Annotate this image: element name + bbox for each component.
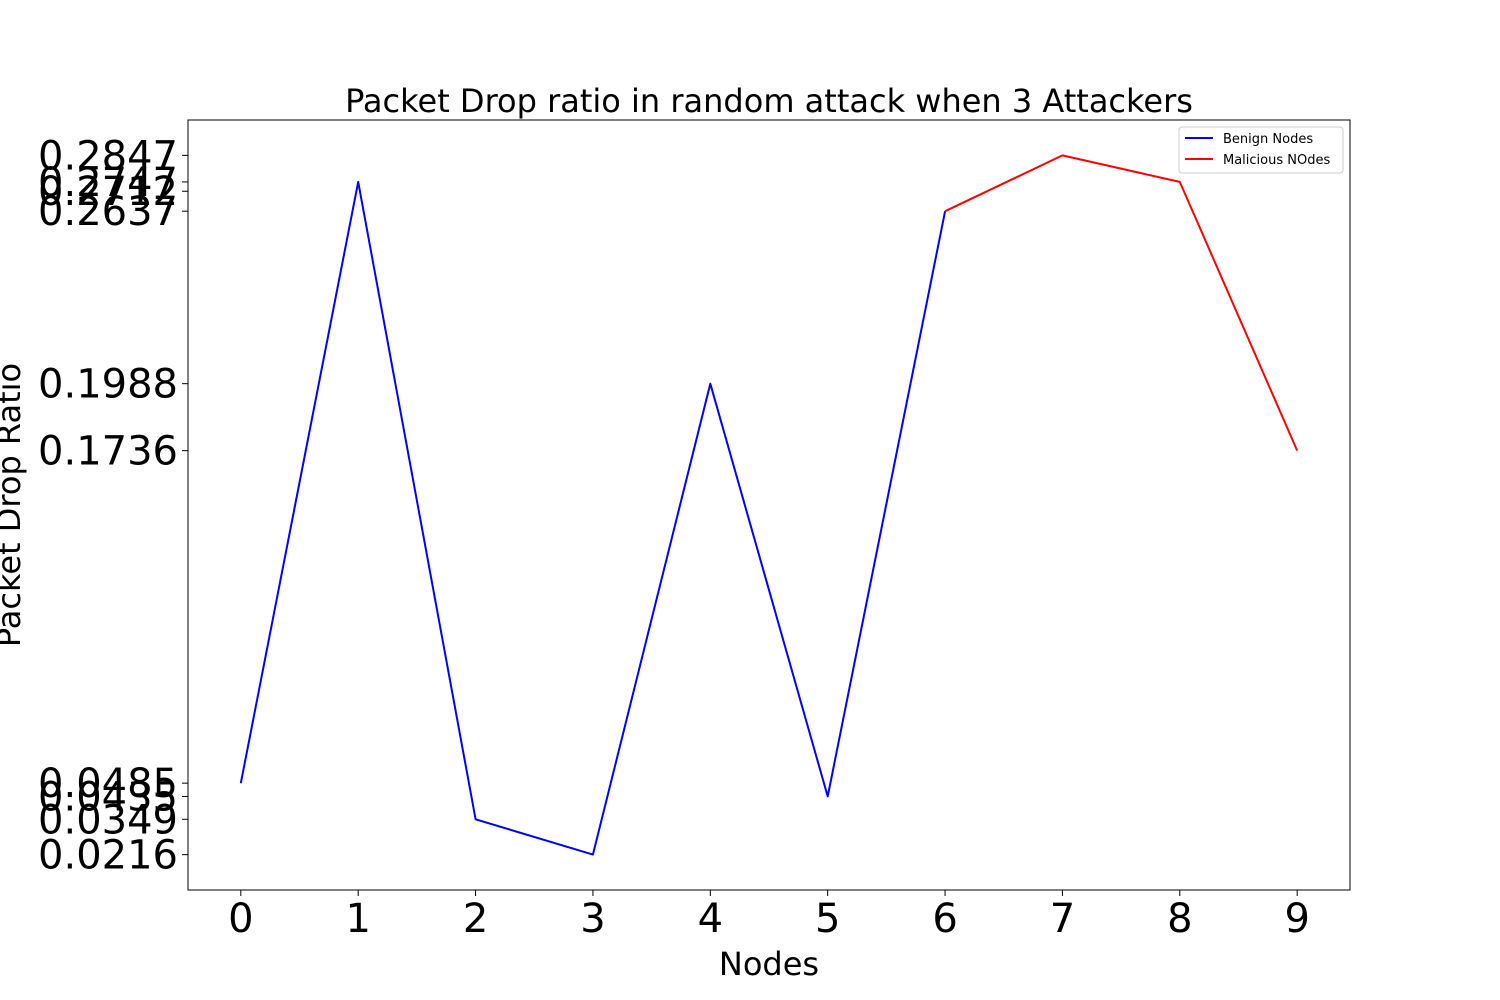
x-tick-label-7: 7 bbox=[1050, 896, 1075, 942]
chart-title: Packet Drop ratio in random attack when … bbox=[345, 82, 1193, 120]
x-tick-label-3: 3 bbox=[580, 896, 605, 942]
x-axis-label: Nodes bbox=[719, 945, 819, 983]
y-tick-label-3: 0.0485 bbox=[38, 761, 178, 807]
legend-label-1: Malicious NOdes bbox=[1223, 153, 1330, 168]
y-tick-label-6: 0.2637 bbox=[38, 189, 178, 235]
y-tick-label-2: 0.0435 bbox=[38, 774, 178, 820]
y-axis-label: Packet Drop Ratio bbox=[0, 363, 28, 647]
x-tick-label-1: 1 bbox=[345, 896, 370, 942]
y-tick-label-1: 0.0349 bbox=[38, 797, 178, 843]
plot-area-frame bbox=[187, 119, 1351, 891]
y-tick-label-8: 0.2747 bbox=[38, 160, 178, 206]
x-tick-label-8: 8 bbox=[1167, 896, 1192, 942]
y-tick-label-0: 0.0216 bbox=[38, 833, 178, 879]
series-line-0 bbox=[239, 180, 947, 856]
series-layer bbox=[239, 154, 1299, 856]
x-tick-label-6: 6 bbox=[932, 896, 957, 942]
x-tick-label-9: 9 bbox=[1284, 896, 1309, 942]
y-tick-label-4: 0.1736 bbox=[38, 429, 178, 475]
x-tick-label-4: 4 bbox=[698, 896, 723, 942]
legend-label-0: Benign Nodes bbox=[1223, 132, 1313, 147]
series-line-1 bbox=[944, 154, 1299, 452]
x-axis: 0 1 2 3 4 5 6 7 8 9 bbox=[228, 890, 1310, 942]
x-tick-label-5: 5 bbox=[815, 896, 840, 942]
y-tick-label-9: 0.2847 bbox=[38, 133, 178, 179]
y-tick-label-5: 0.1988 bbox=[38, 362, 178, 408]
x-tick-label-2: 2 bbox=[463, 896, 488, 942]
y-tick-label-7: 0.2712 bbox=[38, 169, 178, 215]
legend: Benign Nodes Malicious NOdes bbox=[1178, 126, 1344, 174]
x-tick-label-0: 0 bbox=[228, 896, 253, 942]
legend-box bbox=[1178, 126, 1344, 174]
